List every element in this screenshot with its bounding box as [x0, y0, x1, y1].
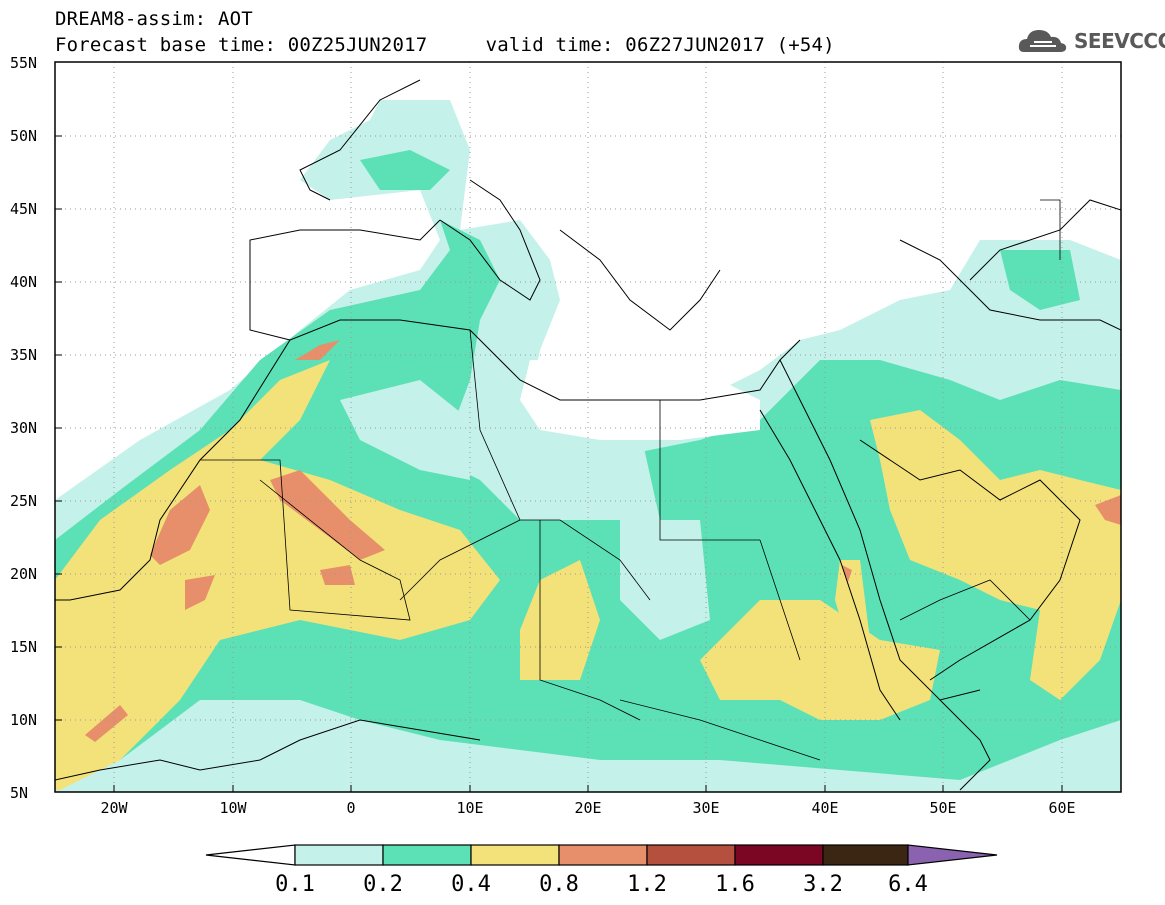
lon-label: 30E [692, 799, 720, 817]
aot-field-0.8 [185, 575, 215, 610]
lat-label: 30N [10, 419, 38, 437]
colorbar-swatch [382, 844, 472, 866]
colorbar-swatch [734, 844, 824, 866]
lat-label: 50N [10, 127, 38, 145]
lon-label: 50E [929, 799, 957, 817]
lat-label: 35N [10, 346, 38, 364]
lon-label: 40E [811, 799, 839, 817]
lat-label: 55N [10, 54, 38, 72]
lon-label: 20W [100, 799, 128, 817]
aot-field-0.8 [842, 565, 852, 582]
aot-field-0.2 [360, 150, 450, 190]
colorbar-swatch [822, 844, 909, 866]
colorbar-swatch [294, 844, 384, 866]
aot-field-0.8 [150, 485, 210, 565]
colorbar-max-arrow [907, 844, 998, 866]
lon-label: 10W [219, 799, 247, 817]
lat-label: 20N [10, 565, 38, 583]
aot-field-0.4 [55, 360, 500, 790]
lat-label: 5N [10, 784, 29, 802]
lon-label: 60E [1048, 799, 1076, 817]
lat-label: 10N [10, 711, 38, 729]
colorbar-label: 6.4 [888, 872, 928, 897]
colorbar-label: 0.4 [451, 872, 491, 897]
lat-label: 25N [10, 492, 38, 510]
lat-label: 45N [10, 200, 38, 218]
map-title: DREAM8-assim: AOT [55, 8, 253, 30]
aot-field-0.8 [320, 565, 355, 585]
colorbar-min-arrow [205, 844, 296, 866]
aot-field-0.8 [85, 705, 128, 742]
aot-field-0.4 [870, 410, 1121, 700]
colorbar-label: 0.1 [275, 872, 315, 897]
colorbar-label: 3.2 [803, 872, 843, 897]
colorbar-swatch [558, 844, 648, 866]
colorbar-swatch [646, 844, 736, 866]
aot-field-0.8 [1095, 495, 1121, 525]
aot-field-0.8 [270, 470, 385, 560]
aot-fields [55, 100, 1121, 792]
axis-ticks [55, 135, 1063, 792]
lon-label: 10E [456, 799, 484, 817]
lon-label: 20E [574, 799, 602, 817]
forecast-time-line: Forecast base time: 00Z25JUN2017 valid t… [55, 34, 835, 56]
lat-label: 15N [10, 638, 38, 656]
colorbar-label: 0.2 [363, 872, 403, 897]
colorbar-label: 1.6 [715, 872, 755, 897]
aot-field-0.2 [1000, 250, 1080, 310]
aot-field-0.8 [295, 340, 340, 360]
cloud-logo-icon [1018, 30, 1067, 52]
colorbar-label: 0.8 [539, 872, 579, 897]
aot-field-0.4 [835, 560, 870, 650]
lat-label: 40N [10, 273, 38, 291]
country-borders [200, 199, 1061, 761]
colorbar [205, 844, 998, 866]
colorbar-swatch [470, 844, 560, 866]
coastlines [55, 79, 1121, 791]
colorbar-label: 1.2 [627, 872, 667, 897]
logo-text: SEEVCCC [1074, 29, 1165, 53]
lon-label: 0 [346, 799, 356, 817]
